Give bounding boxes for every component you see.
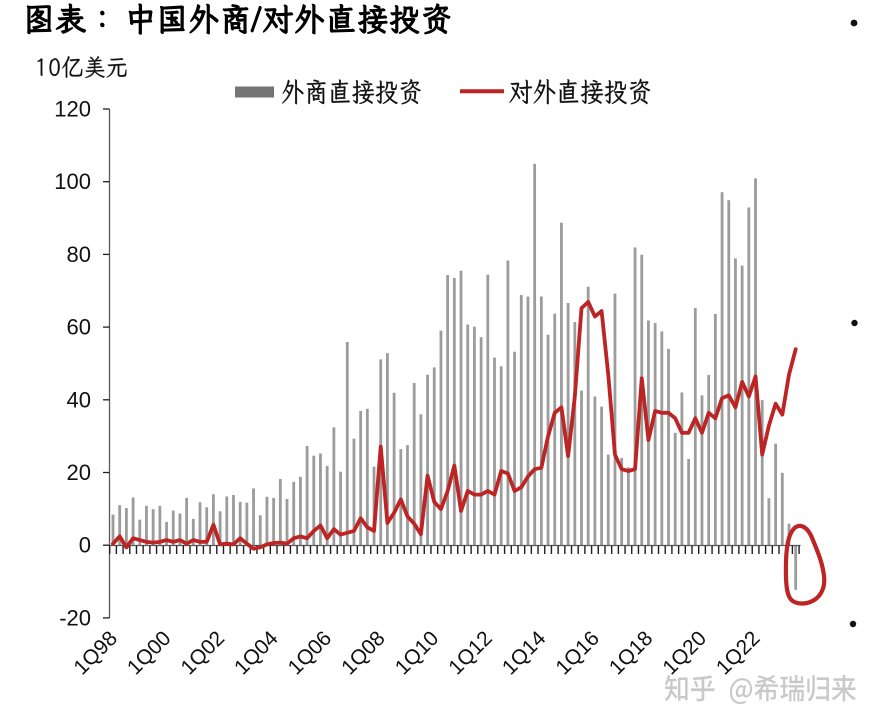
svg-text:100: 100 — [54, 169, 91, 194]
svg-text:20: 20 — [67, 460, 91, 485]
svg-text:60: 60 — [67, 315, 91, 340]
svg-text:120: 120 — [54, 97, 91, 122]
svg-text:0: 0 — [79, 533, 91, 558]
svg-text:80: 80 — [67, 242, 91, 267]
svg-text:40: 40 — [67, 387, 91, 412]
svg-text:-20: -20 — [59, 605, 91, 630]
